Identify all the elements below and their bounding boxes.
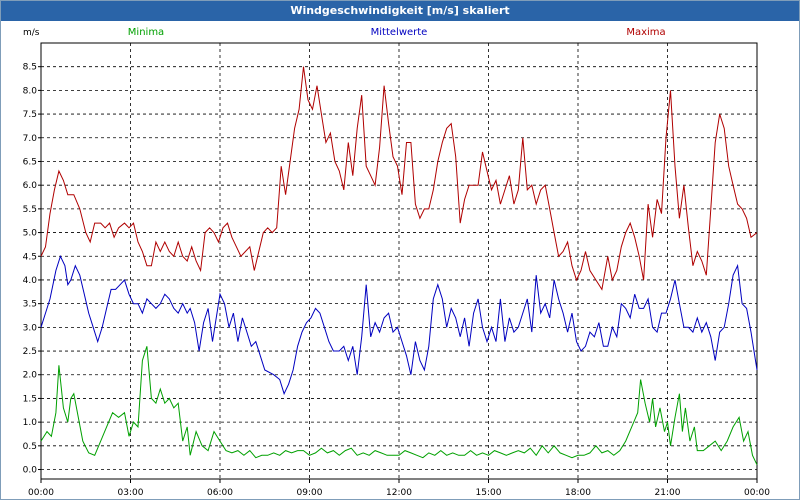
y-tick-label: 7.0	[23, 134, 38, 144]
x-tick-time-label: 18:00	[565, 488, 591, 498]
series-line-minima	[40, 346, 758, 466]
y-tick-label: 1.5	[23, 394, 37, 404]
y-tick-label: 6.0	[23, 181, 38, 191]
y-tick-label: 5.5	[23, 205, 37, 215]
x-tick-time-label: 09:00	[297, 488, 323, 498]
y-tick-label: 4.0	[23, 276, 38, 286]
y-tick-label: 8.5	[23, 63, 37, 73]
y-axis-ticks: 0.0 0.5 1.0 1.5 2.0 2.5 3.0 3.5 4.0 4.5 5.0 5.5 6.0 6…	[23, 63, 41, 476]
y-tick-label: 0.0	[23, 466, 38, 476]
x-tick-time-label: 03:00	[118, 488, 144, 498]
y-tick-label: 2.5	[23, 347, 37, 357]
x-axis-ticks: 00:0022.09.1903:0022.09.1906:0022.09.190…	[28, 479, 770, 498]
y-tick-label: 8.0	[23, 86, 38, 96]
legend-minima: Minima	[128, 27, 164, 38]
legend-mittelwerte: Mittelwerte	[371, 27, 428, 38]
y-tick-label: 5.0	[23, 229, 38, 239]
legend: Minima Mittelwerte Maxima	[128, 27, 666, 38]
window-title: Windgeschwindigkeit [m/s] skaliert	[1, 1, 799, 21]
y-tick-label: 4.5	[23, 252, 37, 262]
x-tick-time-label: 21:00	[655, 488, 681, 498]
x-tick-time-label: 06:00	[207, 488, 233, 498]
grid-lines	[41, 43, 757, 479]
y-tick-label: 6.5	[23, 157, 37, 167]
chart-canvas: 0.0 0.5 1.0 1.5 2.0 2.5 3.0 3.5 4.0 4.5 5.0 5.5 6.0 6…	[23, 27, 771, 498]
y-tick-label: 7.5	[23, 110, 37, 120]
y-tick-label: 0.5	[23, 442, 37, 452]
y-tick-label: 2.0	[23, 371, 38, 381]
series-line-mittelwerte	[40, 254, 758, 396]
x-tick-time-label: 15:00	[476, 488, 502, 498]
x-tick-time-label: 00:00	[28, 488, 54, 498]
series-line-maxima	[40, 66, 758, 291]
x-tick-time-label: 12:00	[386, 488, 412, 498]
y-axis-unit-label: m/s	[23, 28, 40, 38]
y-tick-label: 3.0	[23, 323, 38, 333]
series-lines	[40, 66, 758, 466]
x-tick-time-label: 00:00	[744, 488, 770, 498]
y-tick-label: 1.0	[23, 418, 38, 428]
legend-maxima: Maxima	[626, 27, 665, 38]
y-tick-label: 3.5	[23, 300, 37, 310]
